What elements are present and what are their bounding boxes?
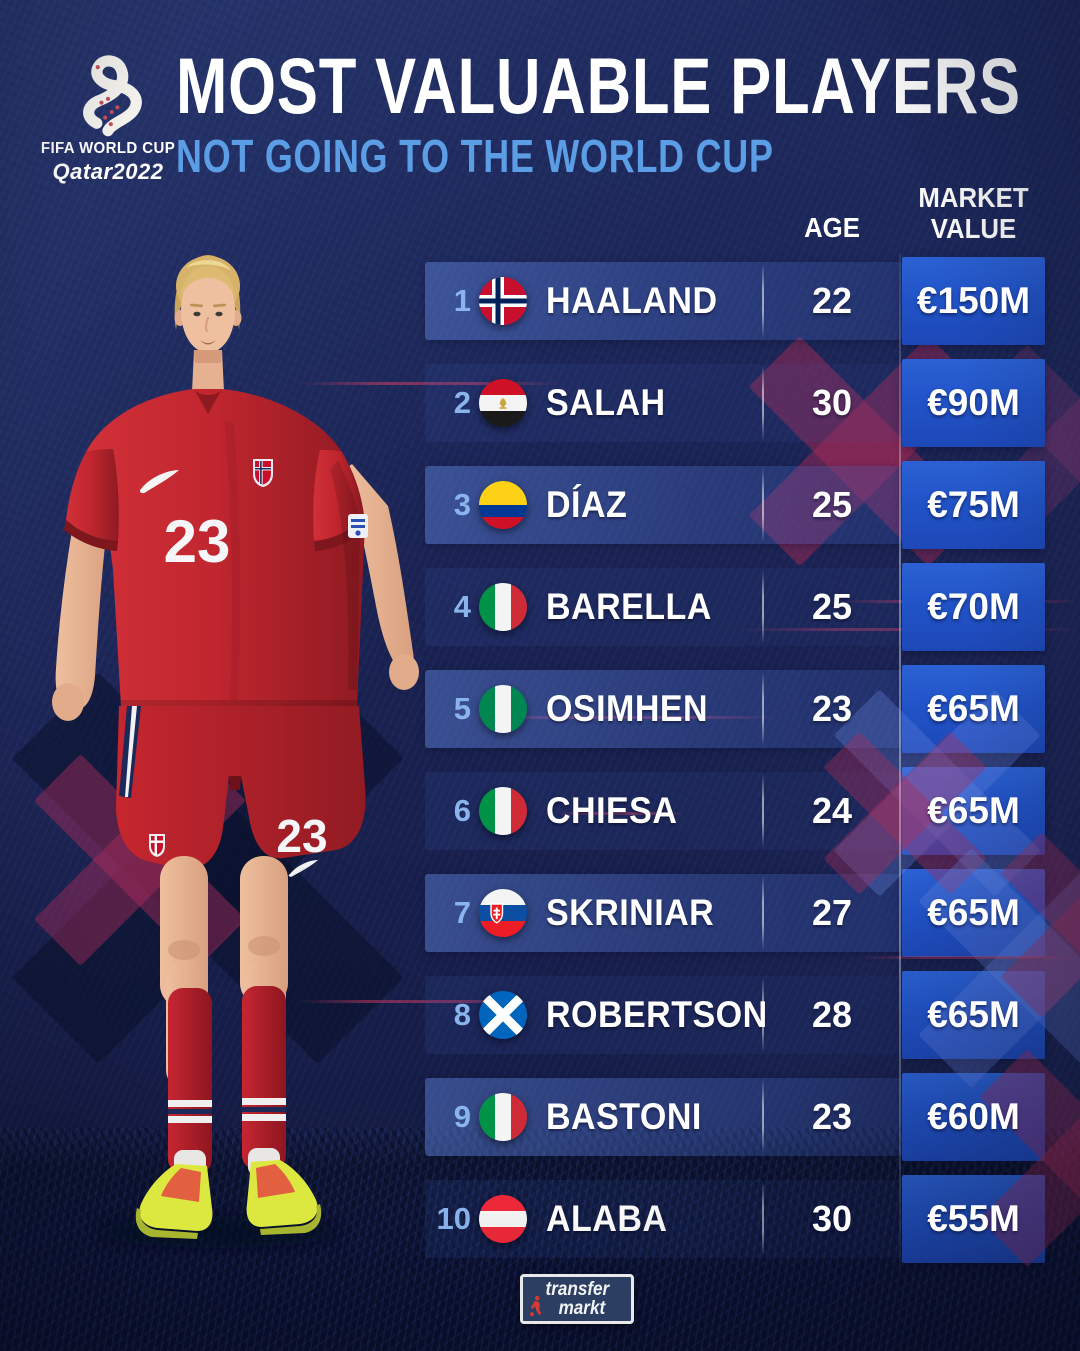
market-value-cell: €70M <box>902 563 1045 651</box>
line-decoration <box>300 382 562 385</box>
country-flag-icon <box>479 787 527 835</box>
uefa-patch-icon <box>348 514 368 538</box>
player-age: 30 <box>811 1198 853 1239</box>
rank-label: 3 <box>453 487 471 522</box>
shorts-number: 23 <box>276 810 327 862</box>
player-age: 28 <box>811 994 853 1035</box>
player-name: OSIMHEN <box>546 688 709 729</box>
nike-swoosh-icon <box>139 470 179 494</box>
market-value-cell: €65M <box>902 767 1045 855</box>
market-value-cell: €65M <box>902 665 1045 753</box>
market-value-cell: €60M <box>902 1073 1045 1161</box>
country-flag-icon <box>479 991 527 1039</box>
table-row: 9 BASTONI 23 €60M <box>425 1073 1045 1161</box>
table-row: 5 OSIMHEN 23 €65M <box>425 665 1045 753</box>
player-age: 23 <box>811 1096 853 1137</box>
line-decoration <box>556 812 686 815</box>
qatar-2022-wordmark: Qatar2022 <box>52 159 164 184</box>
player-name: ALABA <box>546 1198 668 1239</box>
column-divider <box>762 264 764 338</box>
player-age: 30 <box>811 382 853 423</box>
player-name: BASTONI <box>546 1096 702 1137</box>
shirt-number: 23 <box>164 508 231 575</box>
country-flag-icon <box>479 481 527 529</box>
rank-label: 8 <box>453 997 471 1032</box>
player-age: 24 <box>811 790 853 831</box>
country-flag-icon <box>479 685 527 733</box>
player-age: 25 <box>811 484 853 525</box>
country-flag-icon <box>479 277 527 325</box>
fifa-wordmark: FIFA WORLD CUP <box>40 140 176 157</box>
fifa-world-cup-logo: FIFA WORLD CUP Qatar2022 <box>32 28 184 185</box>
column-divider <box>762 366 764 440</box>
market-value-cell: €150M <box>902 257 1045 345</box>
column-header-age: AGE <box>804 212 860 243</box>
player-age: 22 <box>811 280 853 321</box>
country-flag-icon <box>479 379 527 427</box>
line-decoration <box>298 1000 533 1003</box>
column-divider <box>762 468 764 542</box>
brand-word-transfer: transfer <box>545 1279 609 1300</box>
column-divider <box>762 876 764 950</box>
country-flag-icon <box>479 889 527 937</box>
table-row: 7 SKRINIAR 27 €65M <box>425 869 1045 957</box>
rank-label: 9 <box>453 1099 471 1134</box>
page-subtitle: NOT GOING TO THE WORLD CUP <box>176 130 774 182</box>
page-title: MOST VALUABLE PLAYERS <box>176 41 1021 130</box>
rank-label: 1 <box>453 283 471 318</box>
norway-crest-icon <box>253 459 273 487</box>
kicker-icon <box>530 1295 542 1317</box>
table-row: 4 BARELLA 25 €70M <box>425 563 1045 651</box>
table-row: 2 SALAH 30 €90M <box>425 359 1045 447</box>
player-age: 23 <box>811 688 853 729</box>
header: MOST VALUABLE PLAYERS NOT GOING TO THE W… <box>176 46 1080 179</box>
rank-label: 4 <box>453 589 471 624</box>
market-value-cell: €65M <box>902 869 1045 957</box>
market-value-cell: €90M <box>902 359 1045 447</box>
brand-word-markt: markt <box>558 1298 606 1319</box>
rank-label: 6 <box>453 793 471 828</box>
market-value-cell: €55M <box>902 1175 1045 1263</box>
rank-label: 5 <box>453 691 471 726</box>
column-divider <box>762 1080 764 1154</box>
player-name: SALAH <box>546 382 666 423</box>
country-flag-icon <box>479 583 527 631</box>
player-name: SKRINIAR <box>546 892 715 933</box>
country-flag-icon <box>479 1195 527 1243</box>
market-value-cell: €75M <box>902 461 1045 549</box>
table-row: 3 DÍAZ 25 €75M <box>425 461 1045 549</box>
rank-label: 7 <box>453 895 471 930</box>
rank-label: 10 <box>436 1201 471 1236</box>
qatar-2022-emblem-icon <box>83 55 142 137</box>
players-table: 1 HAALAND 22 €150M 2 SALAH 30 €90M 3 DÍA… <box>425 257 1045 1263</box>
transfermarkt-logo: transfer markt <box>520 1274 634 1324</box>
line-decoration <box>858 956 1080 959</box>
player-name: BARELLA <box>546 586 712 627</box>
table-vertical-line <box>899 254 901 1266</box>
column-divider <box>762 1182 764 1256</box>
haaland-photo: 23 23 <box>52 255 419 1248</box>
column-divider <box>762 672 764 746</box>
table-row: 8 ROBERTSON 28 €65M <box>425 971 1045 1059</box>
country-flag-icon <box>479 1093 527 1141</box>
market-value-cell: €65M <box>902 971 1045 1059</box>
rank-label: 2 <box>453 385 471 420</box>
table-row: 1 HAALAND 22 €150M <box>425 257 1045 345</box>
player-name: ROBERTSON <box>546 994 768 1035</box>
player-name: HAALAND <box>546 280 718 321</box>
shorts-crest-icon <box>149 834 165 857</box>
player-age: 27 <box>811 892 853 933</box>
table-row: 10 ALABA 30 €55M <box>425 1175 1045 1263</box>
player-name: CHIESA <box>546 790 678 831</box>
table-row: 6 CHIESA 24 €65M <box>425 767 1045 855</box>
column-divider <box>762 774 764 848</box>
column-divider <box>762 978 764 1052</box>
player-name: DÍAZ <box>546 484 628 525</box>
line-decoration <box>468 716 780 719</box>
player-age: 25 <box>811 586 853 627</box>
column-divider <box>762 570 764 644</box>
column-header-market-value: MARKET VALUE <box>918 182 1029 244</box>
